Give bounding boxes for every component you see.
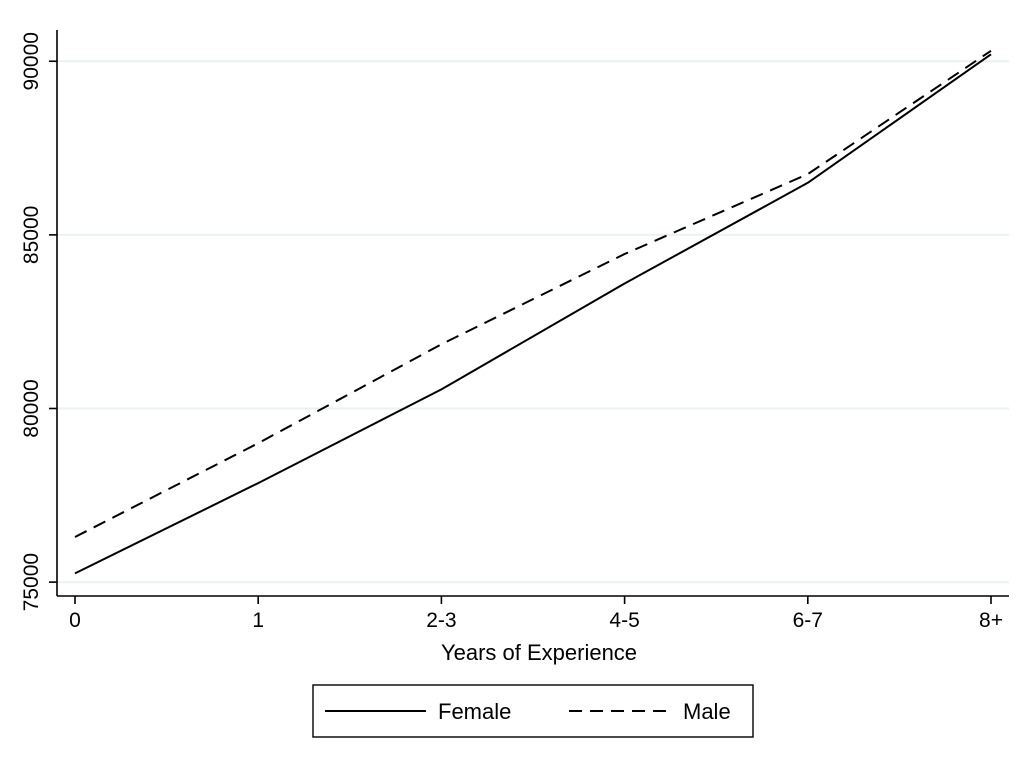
legend-label-male: Male — [683, 699, 731, 724]
series-line-female — [74, 53, 992, 575]
x-tick-label-8+: 8+ — [979, 609, 1003, 632]
legend-box — [312, 684, 754, 738]
x-tick-label-1: 1 — [252, 609, 264, 632]
y-tick-label-90000: 90000 — [20, 32, 43, 90]
y-tick-label-80000: 80000 — [20, 379, 43, 437]
legend: Female Male — [312, 684, 754, 738]
x-axis-title: Years of Experience — [441, 640, 637, 665]
x-tick-label-0: 0 — [69, 609, 81, 632]
series-lines — [74, 49, 992, 575]
x-tick-label-2-3: 2-3 — [426, 609, 456, 632]
y-tick-label-75000: 75000 — [20, 553, 43, 611]
legend-label-female: Female — [438, 699, 511, 724]
axes: 75000 80000 85000 90000 0 1 2-3 4-5 6-7 8+ — [20, 30, 1009, 632]
series-line-male — [74, 49, 992, 538]
x-tick-label-4-5: 4-5 — [609, 609, 639, 632]
x-tick-label-6-7: 6-7 — [793, 609, 823, 632]
gridlines — [57, 60, 1009, 584]
y-tick-label-85000: 85000 — [20, 206, 43, 264]
